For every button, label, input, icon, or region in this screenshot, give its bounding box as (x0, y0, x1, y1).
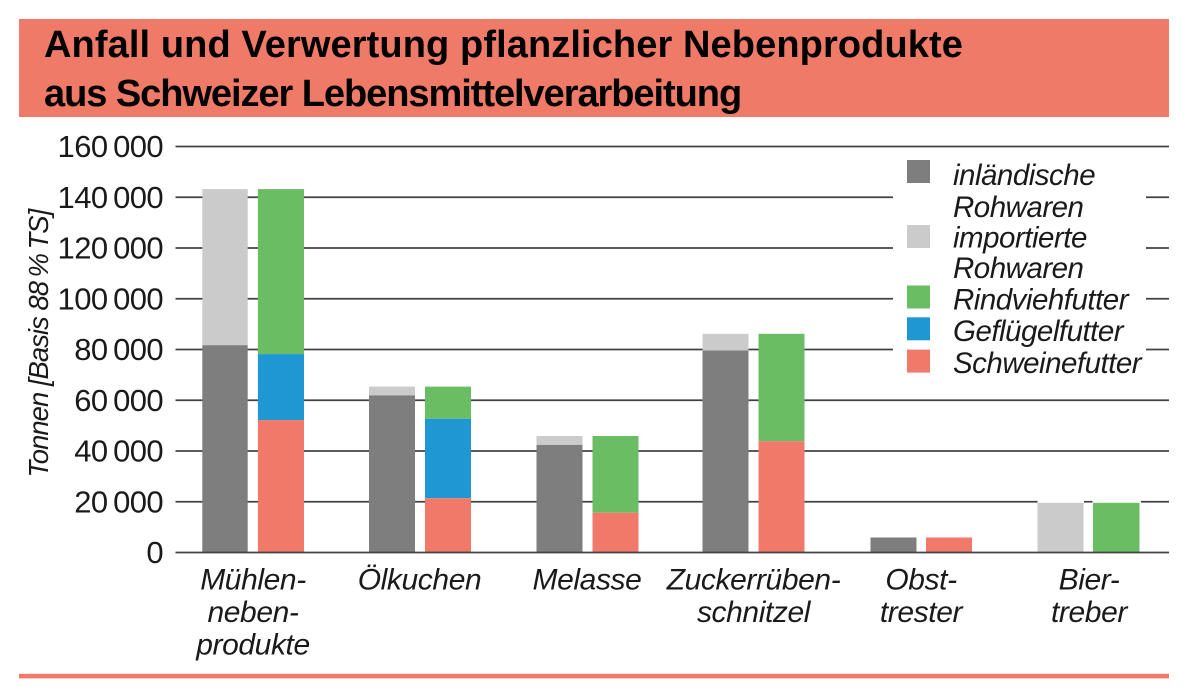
svg-text:Melasse: Melasse (533, 564, 642, 597)
svg-text:140 000: 140 000 (58, 180, 164, 215)
svg-text:importierte: importierte (953, 222, 1087, 255)
svg-text:Bier-: Bier- (1059, 564, 1120, 597)
svg-text:Tonnen [Basis 88 % TS]: Tonnen [Basis 88 % TS] (23, 207, 54, 477)
svg-text:Anfall und Verwertung pflanzli: Anfall und Verwertung pflanzlicher Neben… (44, 24, 963, 66)
svg-text:Rindviehfutter: Rindviehfutter (953, 284, 1130, 317)
svg-text:120 000: 120 000 (58, 231, 164, 266)
svg-text:0: 0 (146, 535, 163, 570)
svg-text:Schweinefutter: Schweinefutter (953, 347, 1143, 380)
svg-text:40 000: 40 000 (74, 434, 163, 469)
svg-text:60 000: 60 000 (74, 383, 163, 418)
svg-text:schnitzel: schnitzel (697, 596, 812, 629)
svg-text:produkte: produkte (195, 629, 310, 662)
svg-text:neben-: neben- (207, 596, 298, 629)
svg-text:Mühlen-: Mühlen- (200, 564, 306, 597)
svg-text:160 000: 160 000 (58, 129, 164, 164)
svg-text:Rohwaren: Rohwaren (953, 252, 1084, 285)
svg-text:treber: treber (1051, 596, 1128, 629)
svg-text:Obst-: Obst- (885, 564, 957, 597)
svg-text:inländische: inländische (953, 159, 1095, 192)
svg-text:trester: trester (880, 596, 964, 629)
svg-text:100 000: 100 000 (58, 281, 164, 316)
svg-text:aus Schweizer Lebensmittelvera: aus Schweizer Lebensmittelverarbeitung (44, 73, 741, 115)
svg-text:Geflügelfutter: Geflügelfutter (953, 315, 1125, 348)
svg-text:20 000: 20 000 (74, 484, 163, 519)
svg-text:80 000: 80 000 (74, 332, 163, 367)
svg-text:Rohwaren: Rohwaren (953, 191, 1084, 224)
svg-text:Ölkuchen: Ölkuchen (358, 564, 482, 597)
svg-text:Zuckerrüben-: Zuckerrüben- (666, 564, 841, 597)
